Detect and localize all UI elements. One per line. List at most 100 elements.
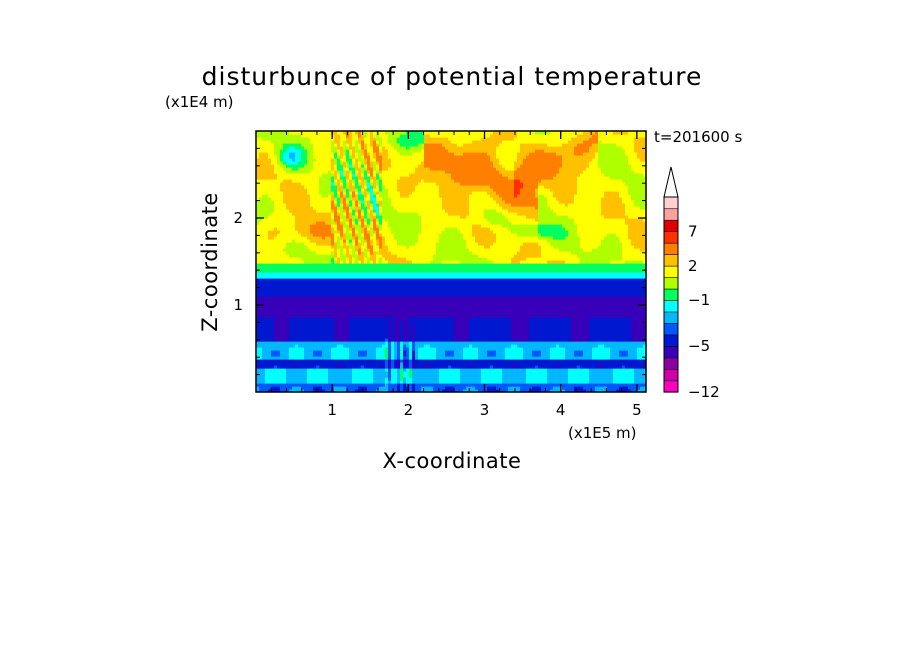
contour-cell <box>538 353 542 357</box>
contour-cell <box>388 356 392 360</box>
contour-cell <box>448 371 452 375</box>
contour-cell <box>508 281 512 285</box>
contour-cell <box>628 314 632 318</box>
contour-cell <box>343 284 347 288</box>
contour-cell <box>409 368 413 372</box>
contour-cell <box>352 275 356 279</box>
contour-cell <box>388 275 392 279</box>
contour-cell <box>634 293 638 297</box>
contour-cell <box>574 344 578 348</box>
contour-cell <box>424 383 428 387</box>
contour-cell <box>520 305 524 309</box>
contour-cell <box>436 362 440 366</box>
contour-cell <box>415 344 419 348</box>
contour-cell <box>313 317 317 321</box>
contour-cell <box>346 368 350 372</box>
contour-cell <box>436 311 440 315</box>
contour-cell <box>412 353 416 357</box>
contour-cell <box>565 314 569 318</box>
contour-cell <box>511 365 515 369</box>
contour-cell <box>391 308 395 312</box>
contour-cell <box>268 368 272 372</box>
contour-cell <box>580 368 584 372</box>
contour-cell <box>379 359 383 363</box>
contour-cell <box>418 383 422 387</box>
contour-cell <box>256 350 260 354</box>
contour-cell <box>625 380 629 384</box>
contour-cell <box>478 329 482 333</box>
contour-cell <box>421 311 425 315</box>
contour-cell <box>433 341 437 345</box>
contour-cell <box>418 287 422 291</box>
contour-cell <box>625 323 629 327</box>
contour-cell <box>328 368 332 372</box>
contour-cell <box>292 284 296 288</box>
contour-cell <box>481 323 485 327</box>
contour-cell <box>322 338 326 342</box>
contour-cell <box>289 308 293 312</box>
contour-cell <box>439 287 443 291</box>
contour-cell <box>493 281 497 285</box>
contour-cell <box>622 305 626 309</box>
contour-cell <box>493 329 497 333</box>
contour-cell <box>544 287 548 291</box>
contour-cell <box>523 308 527 312</box>
contour-cell <box>358 350 362 354</box>
contour-cell <box>412 278 416 282</box>
contour-cell <box>439 299 443 303</box>
contour-cell <box>382 347 386 351</box>
contour-cell <box>550 302 554 306</box>
contour-cell <box>583 368 587 372</box>
contour-cell <box>340 335 344 339</box>
contour-cell <box>532 356 536 360</box>
contour-cell <box>289 380 293 384</box>
contour-cell <box>583 296 587 300</box>
contour-cell <box>496 335 500 339</box>
contour-cell <box>628 365 632 369</box>
contour-cell <box>403 383 407 387</box>
contour-cell <box>265 344 269 348</box>
contour-cell <box>256 371 260 375</box>
contour-cell <box>463 287 467 291</box>
contour-cell <box>553 353 557 357</box>
contour-cell <box>538 317 542 321</box>
contour-cell <box>388 353 392 357</box>
contour-cell <box>508 323 512 327</box>
contour-cell <box>547 356 551 360</box>
contour-cell <box>436 323 440 327</box>
contour-cell <box>625 326 629 330</box>
contour-cell <box>298 305 302 309</box>
contour-cell <box>487 323 491 327</box>
contour-cell <box>595 344 599 348</box>
contour-cell <box>463 314 467 318</box>
contour-cell <box>640 377 644 381</box>
contour-cell <box>412 302 416 306</box>
contour-cell <box>487 347 491 351</box>
contour-cell <box>484 374 488 378</box>
contour-cell <box>553 344 557 348</box>
contour-cell <box>517 356 521 360</box>
contour-cell <box>424 368 428 372</box>
contour-cell <box>337 380 341 384</box>
contour-cell <box>613 362 617 366</box>
contour-cell <box>508 353 512 357</box>
contour-cell <box>604 359 608 363</box>
contour-cell <box>319 296 323 300</box>
contour-cell <box>292 383 296 387</box>
contour-cell <box>346 338 350 342</box>
contour-cell <box>496 308 500 312</box>
contour-cell <box>340 296 344 300</box>
contour-cell <box>421 389 425 392</box>
contour-cell <box>367 296 371 300</box>
contour-cell <box>538 314 542 318</box>
contour-cell <box>421 281 425 285</box>
contour-cell <box>289 389 293 392</box>
contour-cell <box>439 377 443 381</box>
contour-cell <box>565 383 569 387</box>
contour-cell <box>481 299 485 303</box>
contour-cell <box>379 389 383 392</box>
contour-cell <box>514 359 518 363</box>
contour-cell <box>274 356 278 360</box>
contour-cell <box>487 293 491 297</box>
contour-cell <box>445 317 449 321</box>
